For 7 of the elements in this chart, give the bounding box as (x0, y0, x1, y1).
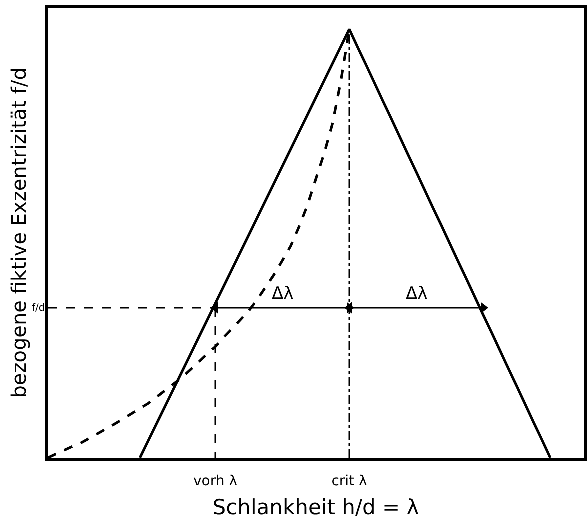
series-label: f/d (32, 303, 46, 314)
x-tick-label: crit λ (332, 474, 368, 490)
series-label: Δλ (406, 284, 428, 304)
x-tick-label: vorh λ (194, 474, 238, 490)
y-axis-title: bezogene fiktive Exzentrizität f/d (6, 68, 31, 398)
x-axis-title: Schlankheit h/d = λ (212, 496, 420, 520)
series-label: Δλ (272, 284, 294, 304)
